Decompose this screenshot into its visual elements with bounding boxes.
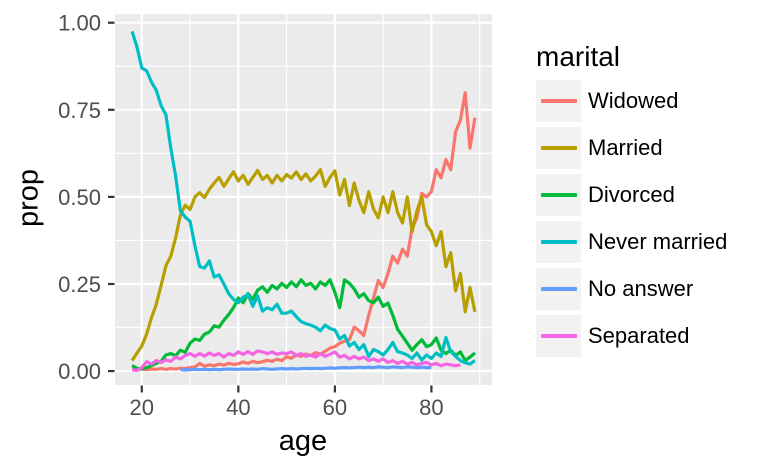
y-axis-title: prop — [12, 168, 45, 228]
legend-key — [536, 221, 581, 264]
series-line-separated — [131, 349, 461, 372]
legend-title: marital — [536, 41, 621, 72]
y-tick-label: 0.75 — [58, 98, 101, 123]
plot-panel — [115, 14, 492, 385]
y-tick-label: 0.50 — [58, 185, 101, 210]
y-tick-label: 0.25 — [58, 272, 101, 297]
legend-key — [536, 80, 581, 123]
legend-label: Married — [588, 135, 663, 161]
legend-item-separated: Separated — [536, 315, 727, 358]
legend-key — [536, 315, 581, 358]
line-swatch-icon — [540, 193, 577, 198]
series-line-never-married — [130, 30, 476, 366]
legend-label: No answer — [588, 276, 694, 302]
legend-label: Divorced — [588, 182, 675, 208]
legend: marital Widowed Married Divorced Never m… — [536, 42, 727, 362]
series-line-no-answer — [180, 365, 432, 372]
line-swatch-icon — [540, 240, 577, 245]
x-tick-label: 60 — [323, 395, 347, 420]
legend-item-never-married: Never married — [536, 221, 728, 264]
y-tick-label: 1.00 — [58, 11, 101, 36]
series-line-divorced — [131, 278, 476, 371]
x-tick-label: 40 — [226, 395, 250, 420]
x-tick-label: 80 — [419, 395, 443, 420]
y-tick-label: 0.00 — [58, 359, 101, 384]
line-swatch-icon — [540, 334, 577, 339]
legend-key — [536, 127, 581, 170]
legend-key — [536, 268, 581, 311]
legend-item-widowed: Widowed — [536, 80, 727, 123]
legend-key — [536, 174, 581, 217]
x-axis-title: age — [278, 425, 328, 457]
legend-label: Widowed — [588, 88, 679, 114]
legend-item-no-answer: No answer — [536, 268, 727, 311]
line-swatch-icon — [540, 287, 577, 292]
legend-item-divorced: Divorced — [536, 174, 727, 217]
series-line-married — [130, 168, 477, 362]
legend-label: Separated — [588, 323, 690, 349]
legend-label: Never married — [588, 229, 728, 255]
line-swatch-icon — [540, 146, 577, 151]
legend-item-married: Married — [536, 127, 727, 170]
x-tick-label: 20 — [130, 395, 154, 420]
line-swatch-icon — [540, 99, 577, 104]
